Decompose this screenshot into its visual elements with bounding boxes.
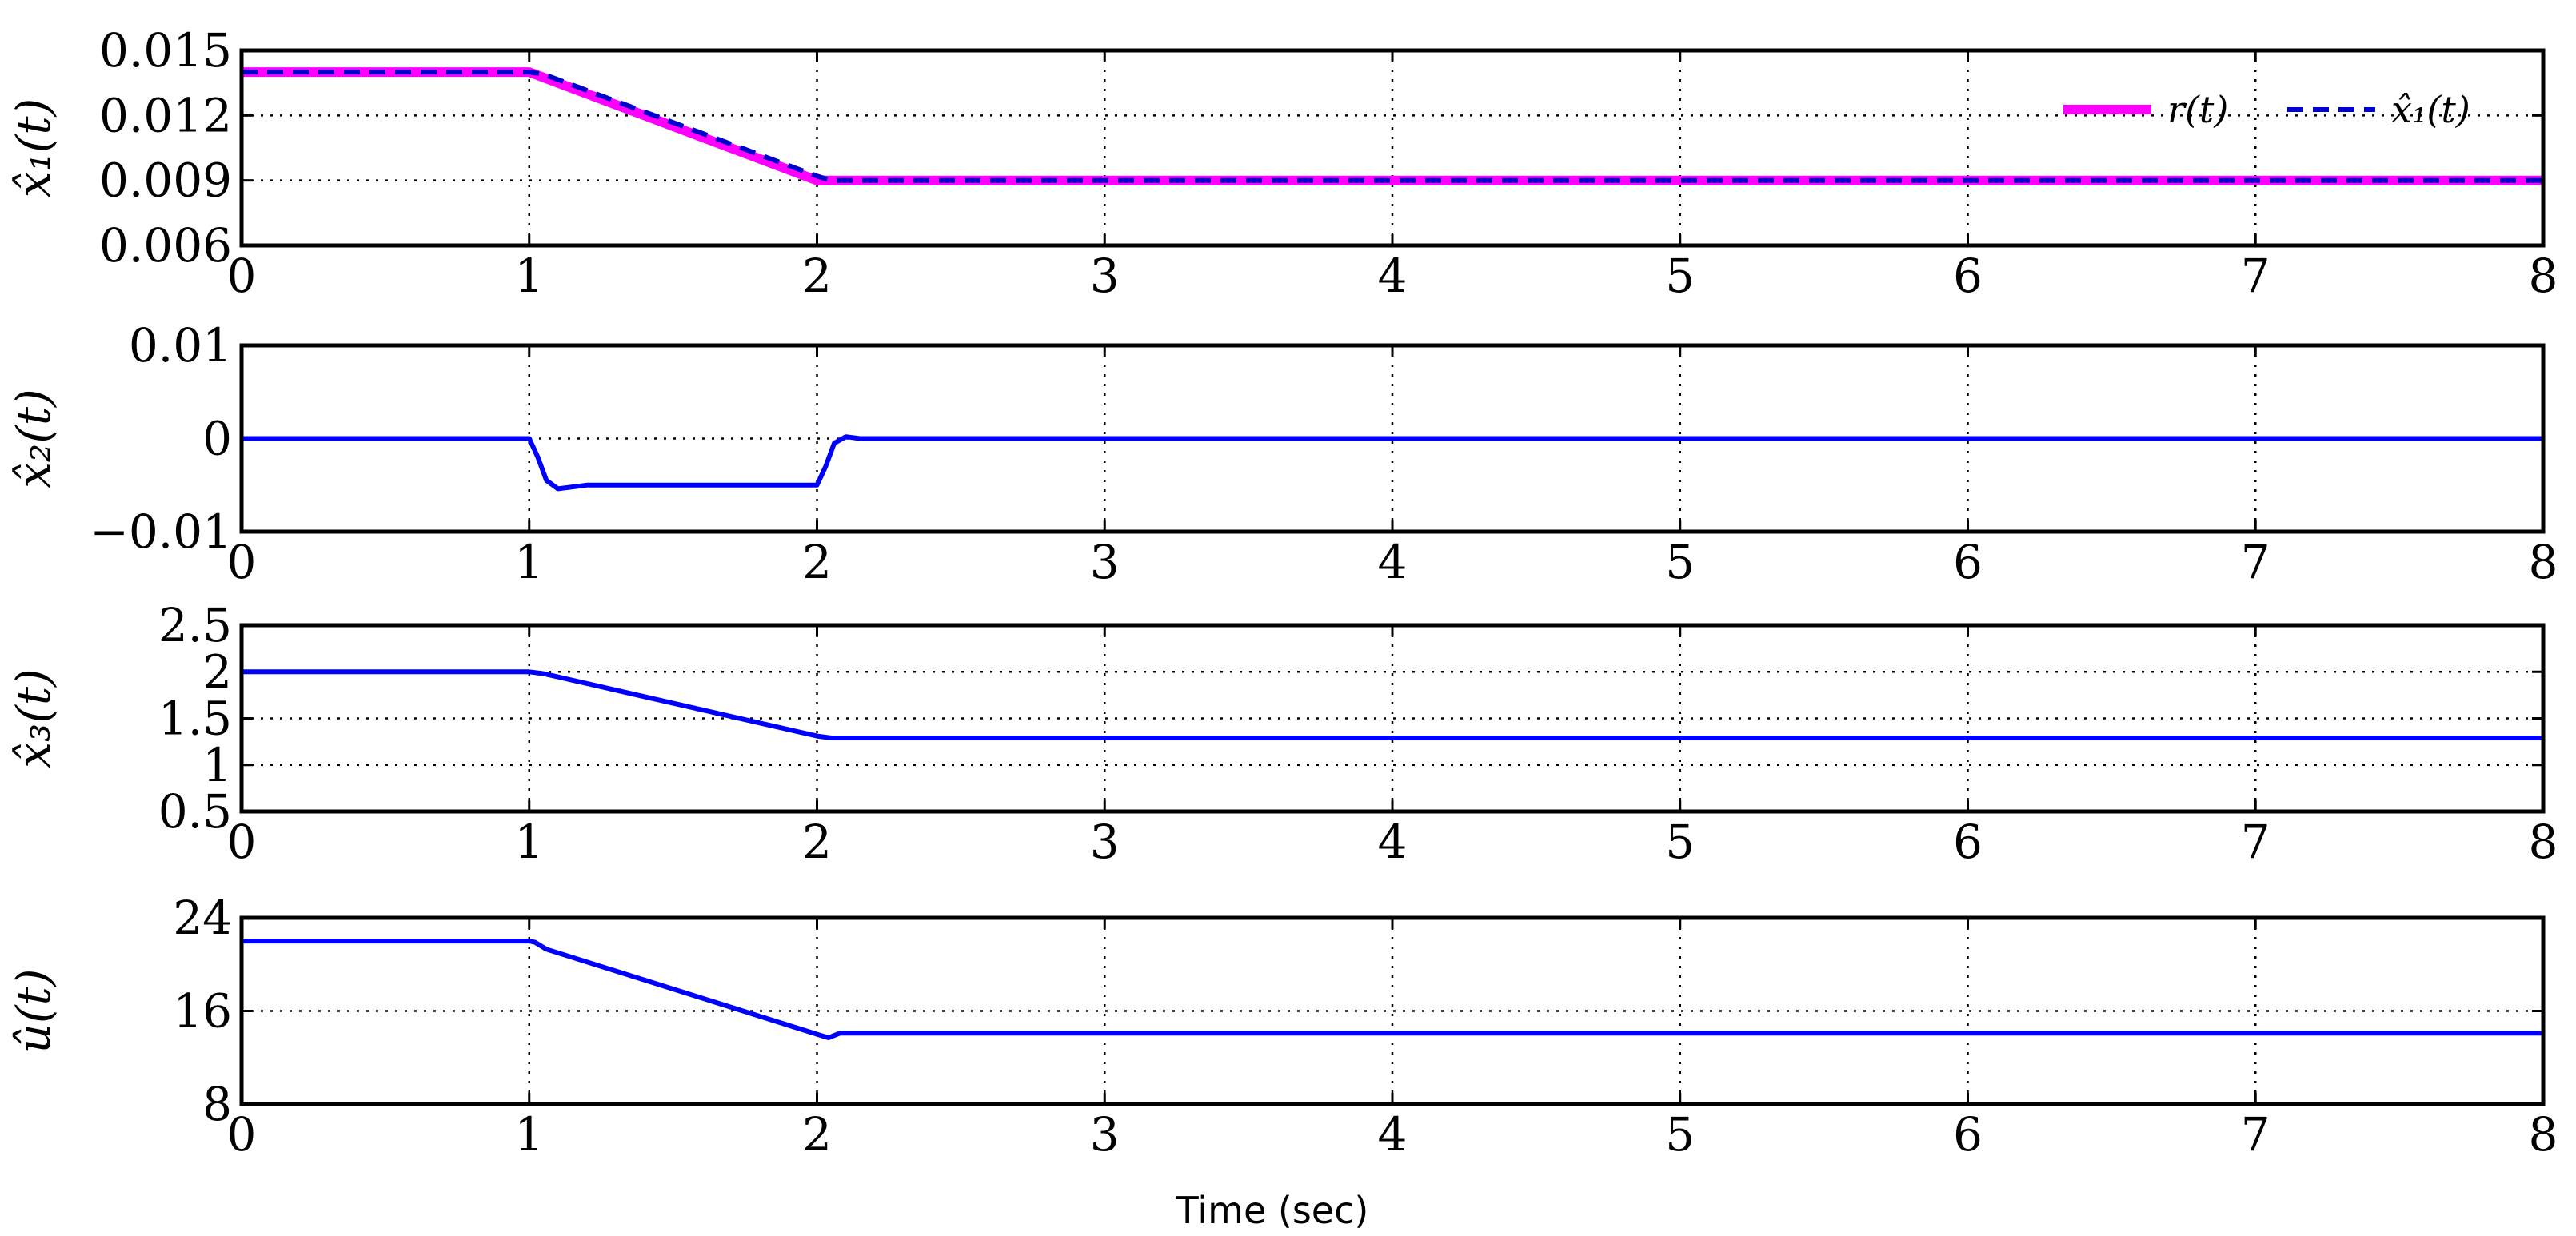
x-tick-label: 0: [227, 815, 257, 869]
x-tick-label: 2: [802, 535, 832, 589]
axes-frame: [239, 343, 2546, 534]
x-tick-label: 4: [1378, 1107, 1408, 1162]
x-axis-label: Time (sec): [1176, 1189, 1369, 1232]
y-tick-label: −0.01: [90, 504, 232, 559]
y-tick-label: 24: [173, 891, 232, 945]
y-axis-label: x̂₂(t): [6, 389, 61, 488]
x-tick-label: 0: [227, 249, 257, 303]
legend-label-estimate: x̂₁(t): [2391, 88, 2470, 131]
y-tick-label: 0.01: [129, 318, 232, 373]
axes-frame: [239, 623, 2546, 814]
x-tick-label: 2: [802, 249, 832, 303]
y-axis-label: x̂₃(t): [6, 668, 61, 768]
x-tick-label: 6: [1953, 249, 1983, 303]
legend: r(t) x̂₁(t): [2063, 88, 2470, 131]
x-tick-label: 4: [1378, 249, 1408, 303]
y-tick-label: 2.5: [158, 598, 232, 652]
x-tick-label: 5: [1665, 815, 1695, 869]
axes-frame: [239, 915, 2546, 1106]
x-tick-label: 3: [1090, 249, 1120, 303]
x-tick-label: 8: [2529, 1107, 2558, 1162]
x-tick-label: 8: [2529, 535, 2558, 589]
y-tick-label: 0.012: [99, 88, 232, 142]
y-tick-label: 2: [202, 644, 232, 699]
series-line: [242, 939, 2543, 1040]
y-tick-label: 0: [202, 412, 232, 466]
y-tick-label: 0.009: [99, 154, 232, 208]
x-tick-label: 4: [1378, 535, 1408, 589]
y-axis-label: û(t): [6, 969, 61, 1054]
axes-frame: [239, 48, 2546, 248]
x-tick-label: 7: [2241, 249, 2270, 303]
series-line: [242, 669, 2543, 740]
series-line: [242, 434, 2543, 492]
y-tick-label: 0.5: [158, 784, 232, 839]
x-tick-label: 7: [2241, 535, 2270, 589]
y-axis-label: x̂₁(t): [6, 98, 61, 198]
x-tick-label: 8: [2529, 249, 2558, 303]
x-tick-label: 2: [802, 1107, 832, 1162]
y-tick-label: 1: [202, 738, 232, 792]
y-tick-label: 0.006: [99, 218, 232, 273]
x-tick-label: 3: [1090, 1107, 1120, 1162]
x-tick-label: 5: [1665, 1107, 1695, 1162]
x-tick-label: 5: [1665, 249, 1695, 303]
x-tick-label: 3: [1090, 535, 1120, 589]
x-tick-label: 1: [514, 815, 544, 869]
series-line-estimate: [242, 70, 2543, 183]
x-tick-label: 5: [1665, 535, 1695, 589]
x-tick-label: 6: [1953, 1107, 1983, 1162]
x-tick-label: 0: [227, 1107, 257, 1162]
y-tick-label: 16: [173, 984, 232, 1039]
x-tick-label: 6: [1953, 815, 1983, 869]
legend-label-reference: r(t): [2167, 88, 2228, 131]
x-tick-label: 6: [1953, 535, 1983, 589]
x-tick-label: 7: [2241, 1107, 2270, 1162]
x-tick-label: 4: [1378, 815, 1408, 869]
x-tick-label: 2: [802, 815, 832, 869]
x-tick-label: 1: [514, 535, 544, 589]
plot-panel-4: 0 1 2 3 4 5 6 7 8 8 16 24 û(t) Time (sec): [6, 891, 2558, 1232]
y-tick-label: 1.5: [158, 692, 232, 746]
x-tick-label: 0: [227, 535, 257, 589]
plot-panel-1: 0 1 2 3 4 5 6 7 8 0.006 0.009 0.012 0.015 x̂₁(t) r(t) x…: [6, 23, 2558, 303]
plot-panel-3: 0 1 2 3 4 5 6 7 80.511.522.5x̂₃(t): [6, 598, 2558, 869]
x-tick-label: 1: [514, 1107, 544, 1162]
y-tick-label: 8: [202, 1077, 232, 1131]
y-tick-label: 0.015: [99, 23, 232, 78]
x-tick-label: 7: [2241, 815, 2270, 869]
x-tick-label: 8: [2529, 815, 2558, 869]
x-tick-label: 1: [514, 249, 544, 303]
x-tick-label: 3: [1090, 815, 1120, 869]
